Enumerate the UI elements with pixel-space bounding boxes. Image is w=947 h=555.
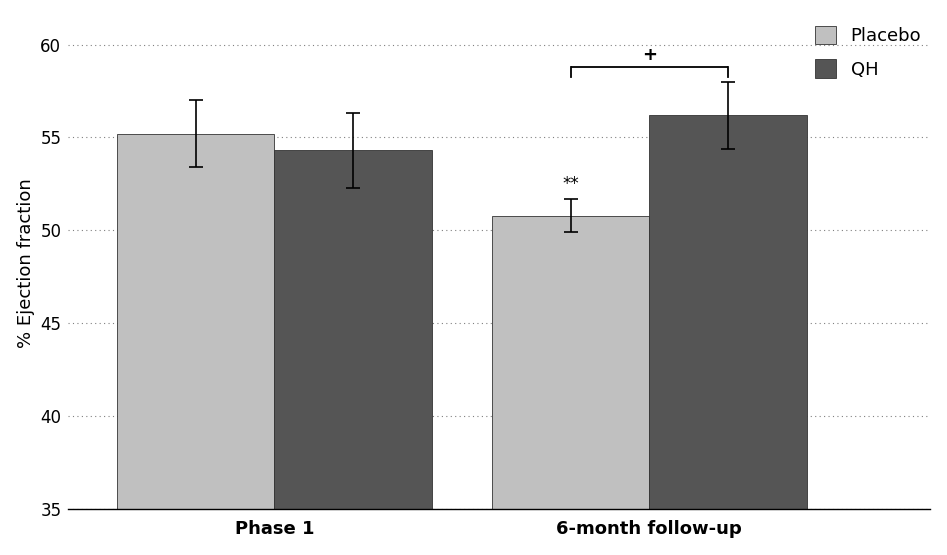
Legend: Placebo, QH: Placebo, QH [814, 26, 921, 79]
Bar [117, 134, 275, 555]
Text: +: + [642, 46, 656, 64]
Bar [650, 115, 807, 555]
Bar [491, 215, 650, 555]
Y-axis label: % Ejection fraction: % Ejection fraction [17, 178, 35, 348]
Text: **: ** [563, 175, 579, 193]
Bar [275, 150, 432, 555]
